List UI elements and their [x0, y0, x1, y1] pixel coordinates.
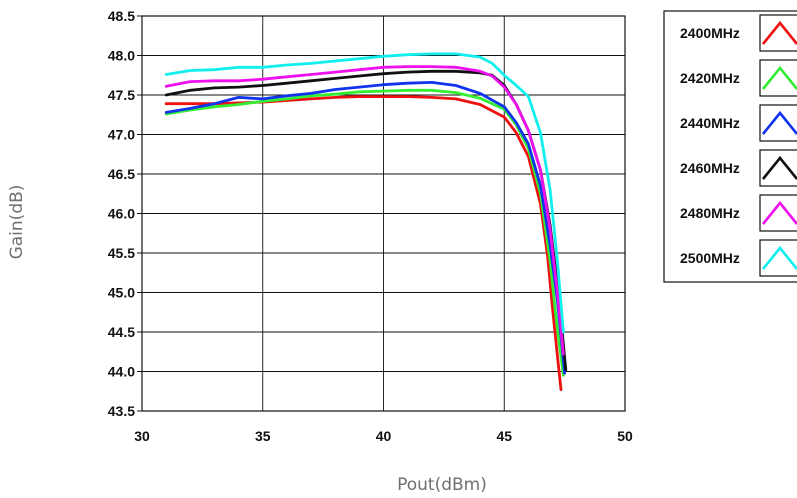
- legend-swatch-marker: [761, 65, 797, 90]
- series-line-2420mhz: [164, 88, 565, 377]
- y-tick-label: 43.5: [108, 403, 135, 419]
- x-axis-title: Pout(dBm): [397, 475, 487, 495]
- y-tick-label: 44.5: [108, 324, 135, 340]
- legend-swatch-marker: [761, 20, 797, 45]
- x-tick-label: 30: [134, 428, 150, 444]
- y-tick-label: 47.5: [108, 87, 135, 103]
- legend-swatch-marker: [761, 110, 797, 135]
- x-tick-labels: 30 35 40 45 50: [134, 428, 633, 444]
- series-line-2480mhz: [164, 65, 565, 356]
- y-tick-label: 44.0: [108, 364, 135, 380]
- legend-label: 2400MHz: [680, 25, 740, 41]
- x-tick-label: 35: [255, 428, 271, 444]
- x-tick-label: 50: [617, 428, 633, 444]
- y-tick-label: 46.5: [108, 166, 135, 182]
- legend-label: 2440MHz: [680, 115, 740, 131]
- legend-box: [663, 10, 797, 283]
- x-tick-label: 40: [376, 428, 392, 444]
- legend-swatch-marker: [761, 200, 797, 225]
- legend-label: 2500MHz: [680, 250, 740, 266]
- legend-swatch-box: [759, 149, 797, 187]
- legend: 2400MHz 2420MHz 2440MHz 2460MHz 2480MHz 2500M…: [663, 10, 797, 283]
- plot-frame: [141, 15, 626, 412]
- legend-label: 2420MHz: [680, 70, 740, 86]
- y-tick-label: 47.0: [108, 127, 135, 143]
- y-tick-label: 48.5: [108, 8, 135, 24]
- series-line-2440mhz: [164, 81, 566, 375]
- y-tick-label: 46.0: [108, 206, 135, 222]
- y-tick-label: 45.5: [108, 245, 135, 261]
- series-lines: [164, 52, 568, 392]
- series-line-2500mhz: [164, 52, 565, 334]
- x-tick-label: 45: [496, 428, 512, 444]
- legend-swatch-box: [759, 104, 797, 142]
- y-tick-label: 45.0: [108, 285, 135, 301]
- legend-swatch-box: [759, 194, 797, 232]
- legend-swatch-box: [759, 59, 797, 97]
- legend-swatch-box: [759, 14, 797, 52]
- legend-swatch-box: [759, 239, 797, 277]
- y-tick-label: 48.0: [108, 48, 135, 64]
- y-tick-labels: 43.5 44.0 44.5 45.0 45.5 46.0 46.5 47.0 47.5 48.0…: [108, 8, 135, 419]
- y-axis-title: Gain(dB): [7, 185, 27, 260]
- legend-swatch-marker: [761, 245, 797, 270]
- legend-label: 2460MHz: [680, 160, 740, 176]
- legend-label: 2480MHz: [680, 205, 740, 221]
- legend-swatch-marker: [761, 155, 797, 180]
